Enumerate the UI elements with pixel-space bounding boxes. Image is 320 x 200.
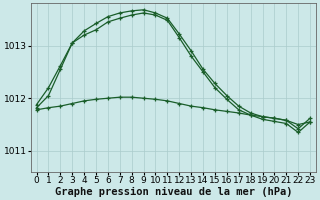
X-axis label: Graphe pression niveau de la mer (hPa): Graphe pression niveau de la mer (hPa) — [55, 186, 292, 197]
